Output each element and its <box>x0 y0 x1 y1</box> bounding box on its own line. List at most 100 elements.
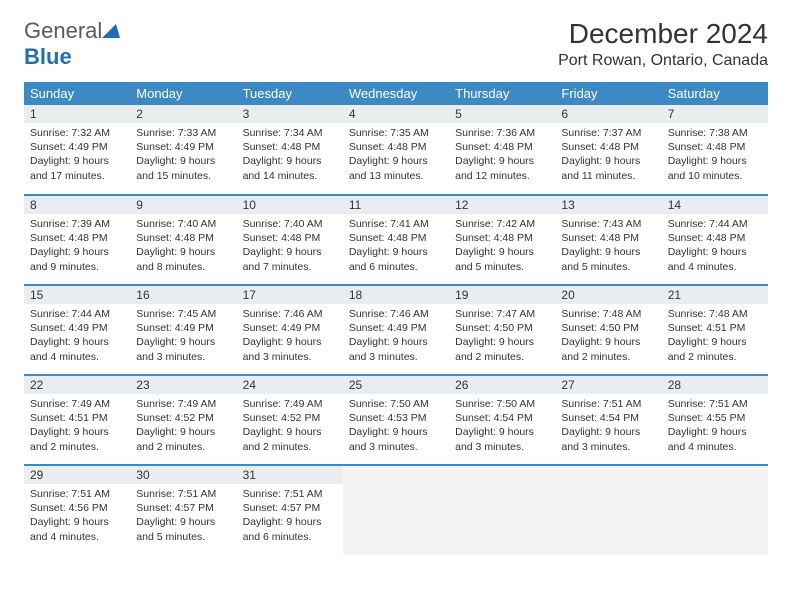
day-number: 14 <box>662 196 768 214</box>
day-line: Sunset: 4:57 PM <box>136 501 230 515</box>
day-line: Sunset: 4:48 PM <box>455 231 549 245</box>
day-line: Daylight: 9 hours <box>30 154 124 168</box>
calendar-row: 1Sunrise: 7:32 AMSunset: 4:49 PMDaylight… <box>24 105 768 195</box>
day-line: and 17 minutes. <box>30 169 124 183</box>
calendar-cell: 6Sunrise: 7:37 AMSunset: 4:48 PMDaylight… <box>555 105 661 195</box>
day-line: Sunrise: 7:51 AM <box>561 397 655 411</box>
day-line: and 2 minutes. <box>668 350 762 364</box>
day-line: and 2 minutes. <box>243 440 337 454</box>
day-line: Sunrise: 7:48 AM <box>561 307 655 321</box>
day-line: and 10 minutes. <box>668 169 762 183</box>
calendar-cell: 17Sunrise: 7:46 AMSunset: 4:49 PMDayligh… <box>237 285 343 375</box>
day-line: and 14 minutes. <box>243 169 337 183</box>
day-line: Sunset: 4:48 PM <box>561 231 655 245</box>
weekday-header-row: Sunday Monday Tuesday Wednesday Thursday… <box>24 82 768 105</box>
day-body: Sunrise: 7:49 AMSunset: 4:52 PMDaylight:… <box>130 394 236 460</box>
day-line: Sunrise: 7:49 AM <box>136 397 230 411</box>
day-line: and 3 minutes. <box>349 440 443 454</box>
weekday-header: Saturday <box>662 82 768 105</box>
day-line: Daylight: 9 hours <box>243 154 337 168</box>
day-line: Sunrise: 7:51 AM <box>668 397 762 411</box>
day-line: and 5 minutes. <box>561 260 655 274</box>
day-line: Daylight: 9 hours <box>668 425 762 439</box>
page-title: December 2024 <box>558 18 768 50</box>
day-body: Sunrise: 7:33 AMSunset: 4:49 PMDaylight:… <box>130 123 236 189</box>
calendar-cell: 7Sunrise: 7:38 AMSunset: 4:48 PMDaylight… <box>662 105 768 195</box>
day-line: Sunset: 4:48 PM <box>668 140 762 154</box>
calendar-row: 29Sunrise: 7:51 AMSunset: 4:56 PMDayligh… <box>24 465 768 555</box>
weekday-header: Thursday <box>449 82 555 105</box>
day-line: Sunset: 4:48 PM <box>561 140 655 154</box>
day-line: Sunrise: 7:42 AM <box>455 217 549 231</box>
calendar-cell: 20Sunrise: 7:48 AMSunset: 4:50 PMDayligh… <box>555 285 661 375</box>
day-number: 11 <box>343 196 449 214</box>
day-number: 28 <box>662 376 768 394</box>
logo-triangle-icon <box>102 18 120 44</box>
day-number: 18 <box>343 286 449 304</box>
day-line: Daylight: 9 hours <box>668 335 762 349</box>
calendar-cell: 8Sunrise: 7:39 AMSunset: 4:48 PMDaylight… <box>24 195 130 285</box>
day-body: Sunrise: 7:51 AMSunset: 4:57 PMDaylight:… <box>130 484 236 550</box>
day-line: Sunrise: 7:44 AM <box>668 217 762 231</box>
day-body: Sunrise: 7:43 AMSunset: 4:48 PMDaylight:… <box>555 214 661 280</box>
day-line: Sunset: 4:50 PM <box>561 321 655 335</box>
day-number: 3 <box>237 105 343 123</box>
day-line: and 4 minutes. <box>668 440 762 454</box>
day-line: Sunset: 4:49 PM <box>30 321 124 335</box>
day-line: Sunrise: 7:45 AM <box>136 307 230 321</box>
calendar-cell: 11Sunrise: 7:41 AMSunset: 4:48 PMDayligh… <box>343 195 449 285</box>
day-line: Daylight: 9 hours <box>668 154 762 168</box>
day-body: Sunrise: 7:46 AMSunset: 4:49 PMDaylight:… <box>343 304 449 370</box>
day-line: Sunrise: 7:40 AM <box>136 217 230 231</box>
day-line: Sunset: 4:48 PM <box>136 231 230 245</box>
calendar-cell: 15Sunrise: 7:44 AMSunset: 4:49 PMDayligh… <box>24 285 130 375</box>
day-line: Sunset: 4:48 PM <box>243 231 337 245</box>
day-number: 24 <box>237 376 343 394</box>
day-line: and 11 minutes. <box>561 169 655 183</box>
day-line: Sunset: 4:48 PM <box>668 231 762 245</box>
day-line: Sunset: 4:49 PM <box>30 140 124 154</box>
day-line: Sunset: 4:52 PM <box>136 411 230 425</box>
day-line: Daylight: 9 hours <box>30 245 124 259</box>
calendar-cell: 31Sunrise: 7:51 AMSunset: 4:57 PMDayligh… <box>237 465 343 555</box>
day-line: Sunset: 4:49 PM <box>136 321 230 335</box>
day-line: Sunrise: 7:34 AM <box>243 126 337 140</box>
calendar-cell <box>343 465 449 555</box>
day-line: and 4 minutes. <box>30 530 124 544</box>
day-body: Sunrise: 7:48 AMSunset: 4:51 PMDaylight:… <box>662 304 768 370</box>
day-body: Sunrise: 7:41 AMSunset: 4:48 PMDaylight:… <box>343 214 449 280</box>
logo: General Blue <box>24 18 120 70</box>
calendar-cell: 2Sunrise: 7:33 AMSunset: 4:49 PMDaylight… <box>130 105 236 195</box>
weekday-header: Friday <box>555 82 661 105</box>
day-line: Daylight: 9 hours <box>349 335 443 349</box>
calendar-cell: 13Sunrise: 7:43 AMSunset: 4:48 PMDayligh… <box>555 195 661 285</box>
day-line: Sunset: 4:49 PM <box>243 321 337 335</box>
day-line: Sunset: 4:48 PM <box>349 140 443 154</box>
day-number: 21 <box>662 286 768 304</box>
location-text: Port Rowan, Ontario, Canada <box>558 52 768 70</box>
day-number: 7 <box>662 105 768 123</box>
day-number: 22 <box>24 376 130 394</box>
day-line: and 2 minutes. <box>455 350 549 364</box>
calendar-cell: 29Sunrise: 7:51 AMSunset: 4:56 PMDayligh… <box>24 465 130 555</box>
day-line: Daylight: 9 hours <box>30 335 124 349</box>
day-line: Sunset: 4:51 PM <box>668 321 762 335</box>
day-number: 27 <box>555 376 661 394</box>
day-line: and 2 minutes. <box>561 350 655 364</box>
day-line: Daylight: 9 hours <box>668 245 762 259</box>
title-block: December 2024 Port Rowan, Ontario, Canad… <box>558 18 768 70</box>
day-line: Sunrise: 7:49 AM <box>30 397 124 411</box>
day-number: 29 <box>24 466 130 484</box>
day-line: Sunrise: 7:49 AM <box>243 397 337 411</box>
day-number: 23 <box>130 376 236 394</box>
calendar-row: 22Sunrise: 7:49 AMSunset: 4:51 PMDayligh… <box>24 375 768 465</box>
day-body: Sunrise: 7:34 AMSunset: 4:48 PMDaylight:… <box>237 123 343 189</box>
day-line: and 8 minutes. <box>136 260 230 274</box>
day-line: Sunset: 4:52 PM <box>243 411 337 425</box>
day-line: Sunrise: 7:35 AM <box>349 126 443 140</box>
day-line: Sunset: 4:53 PM <box>349 411 443 425</box>
day-line: Daylight: 9 hours <box>243 425 337 439</box>
day-line: Sunrise: 7:44 AM <box>30 307 124 321</box>
day-line: Daylight: 9 hours <box>30 425 124 439</box>
day-number: 12 <box>449 196 555 214</box>
